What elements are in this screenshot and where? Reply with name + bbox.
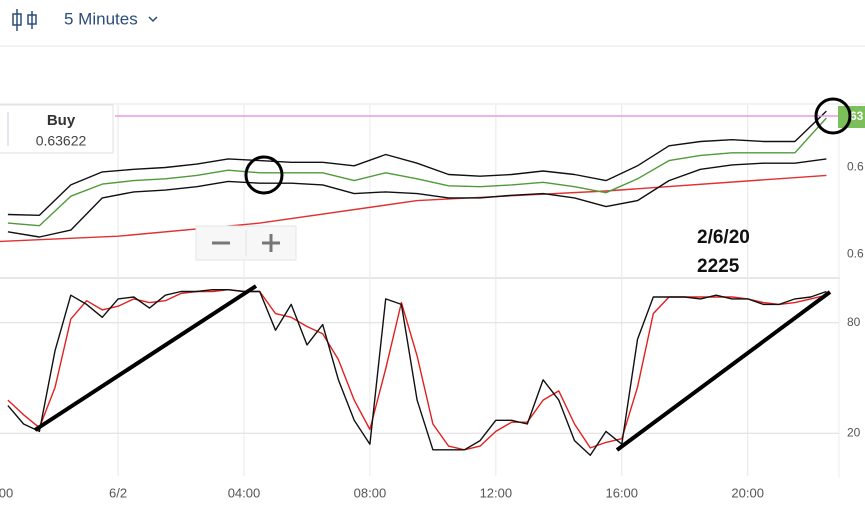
toolbar: 5 Minutes — [0, 9, 865, 47]
trend-line — [33, 284, 258, 432]
chevron[interactable] — [148, 16, 158, 23]
grid: 00 6/2 04:00 08:00 12:00 16:00 20:00 0.6 0.6 80 20 — [0, 105, 864, 500]
series-line — [7, 110, 827, 216]
circle-mark — [814, 97, 852, 135]
y-tick-label: 20 — [847, 425, 861, 439]
price-tag-label: 63 — [850, 109, 864, 123]
price-tag — [838, 106, 865, 128]
series-line — [7, 289, 827, 456]
annotation-time: 2225 — [697, 256, 740, 277]
series-line — [7, 117, 827, 227]
circle-mark — [244, 155, 284, 195]
x-tick-label: 04:00 — [228, 485, 261, 500]
x-tick-label: 08:00 — [354, 485, 387, 500]
x-tick-label: 16:00 — [605, 485, 638, 500]
candle-icon[interactable] — [12, 9, 37, 31]
order-box[interactable] — [0, 104, 114, 154]
zoom-controls — [195, 225, 297, 261]
order-price: 0.63622 — [36, 133, 87, 149]
series-line — [7, 158, 827, 238]
y-tick-label: 0.6 — [847, 247, 864, 261]
order-side: Buy — [47, 112, 76, 129]
x-tick-label: 00 — [0, 485, 13, 500]
annotations — [33, 97, 852, 452]
annotation-date: 2/6/20 — [697, 227, 750, 248]
series-line — [0, 174, 827, 243]
x-tick-label: 6/2 — [109, 485, 127, 500]
plots — [0, 110, 827, 456]
x-tick-label: 20:00 — [731, 485, 764, 500]
zoom-in[interactable] — [262, 234, 280, 252]
trend-line — [615, 290, 832, 452]
y-tick-label: 80 — [847, 315, 861, 329]
timeframe[interactable]: 5 Minutes — [64, 9, 138, 28]
y-tick-label: 0.6 — [847, 160, 864, 174]
x-tick-label: 12:00 — [480, 485, 513, 500]
order-panel[interactable]: Buy 0.63622 — [0, 104, 114, 154]
